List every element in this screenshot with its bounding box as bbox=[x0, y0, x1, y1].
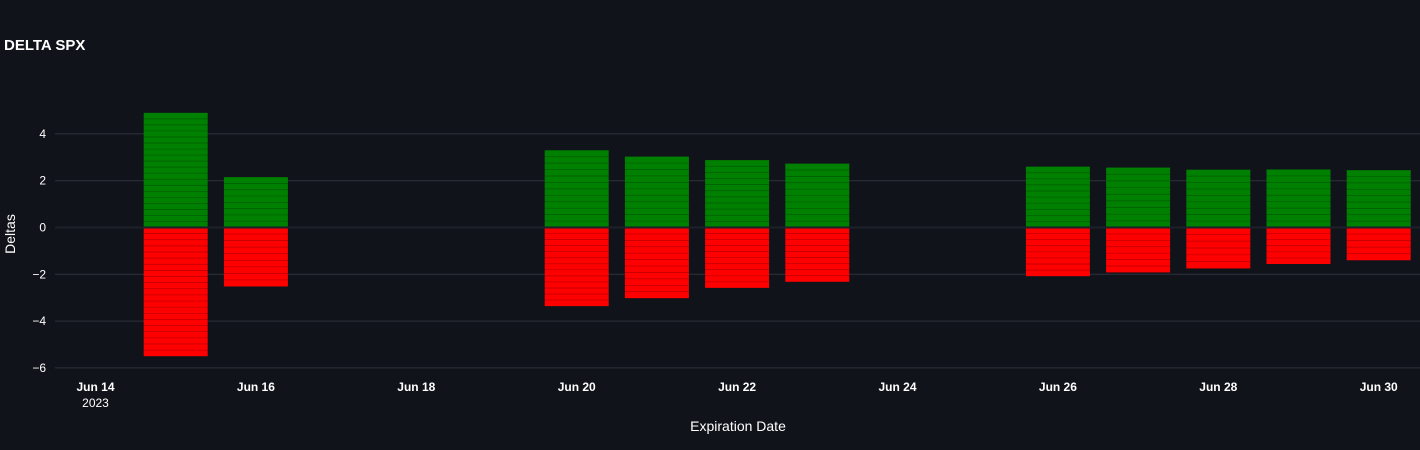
positive-delta-bar[interactable] bbox=[544, 150, 609, 228]
x-tick-label: Jun 14 bbox=[76, 380, 114, 394]
negative-delta-bar[interactable] bbox=[223, 227, 288, 287]
y-tick-label: 0 bbox=[39, 221, 46, 235]
bar-fill bbox=[544, 150, 609, 228]
y-axis-title: Deltas bbox=[2, 214, 18, 254]
negative-delta-bar[interactable] bbox=[705, 227, 770, 288]
bar-fill bbox=[544, 227, 609, 307]
bar-fill bbox=[223, 177, 288, 228]
bar-fill bbox=[624, 227, 689, 299]
y-tick-label: −2 bbox=[32, 267, 46, 281]
bar-fill bbox=[785, 163, 850, 228]
x-tick-label: Jun 28 bbox=[1199, 380, 1237, 394]
x-tick-label: Jun 20 bbox=[558, 380, 596, 394]
x-tick-label: Jun 26 bbox=[1039, 380, 1077, 394]
x-tick-year-label: 2023 bbox=[82, 396, 109, 410]
x-tick-label: Jun 30 bbox=[1360, 380, 1398, 394]
positive-delta-bar[interactable] bbox=[223, 177, 288, 228]
bar-fill bbox=[705, 227, 770, 288]
bar-fill bbox=[143, 227, 208, 357]
negative-delta-bar[interactable] bbox=[1106, 227, 1171, 273]
x-axis-title: Expiration Date bbox=[690, 418, 786, 434]
bar-fill bbox=[1106, 227, 1171, 273]
bar-fill bbox=[1186, 227, 1251, 269]
negative-delta-bar[interactable] bbox=[1025, 227, 1090, 277]
bar-fill bbox=[1025, 227, 1090, 277]
bar-fill bbox=[1025, 166, 1090, 228]
negative-delta-bar[interactable] bbox=[1266, 227, 1331, 265]
positive-delta-bar[interactable] bbox=[143, 112, 208, 228]
negative-delta-bar[interactable] bbox=[624, 227, 689, 299]
positive-delta-bar[interactable] bbox=[1186, 169, 1251, 228]
positive-delta-bar[interactable] bbox=[785, 163, 850, 228]
x-axis-ticks: Jun 14 2023 Jun 16 Jun 18 Jun 20 Jun 22 Jun 24… bbox=[76, 380, 1398, 410]
y-tick-label: −4 bbox=[32, 314, 46, 328]
bar-fill bbox=[223, 227, 288, 287]
x-tick-label: Jun 22 bbox=[718, 380, 756, 394]
positive-delta-bar[interactable] bbox=[705, 160, 770, 228]
positive-delta-bar[interactable] bbox=[1025, 166, 1090, 228]
positive-delta-bar[interactable] bbox=[1346, 170, 1411, 228]
chart-title: DELTA SPX bbox=[4, 37, 85, 54]
x-tick-label: Jun 16 bbox=[237, 380, 275, 394]
y-tick-label: 4 bbox=[39, 127, 46, 141]
x-tick-label: Jun 24 bbox=[878, 380, 916, 394]
positive-delta-bar[interactable] bbox=[624, 156, 689, 228]
bar-fill bbox=[1186, 169, 1251, 228]
bar-fill bbox=[143, 112, 208, 228]
y-tick-label: 2 bbox=[39, 174, 46, 188]
negative-delta-bar[interactable] bbox=[1346, 227, 1411, 261]
negative-delta-bar[interactable] bbox=[1186, 227, 1251, 269]
bar-fill bbox=[624, 156, 689, 228]
bar-fill bbox=[1346, 227, 1411, 261]
bar-fill bbox=[785, 227, 850, 282]
y-tick-label: −6 bbox=[32, 361, 46, 375]
bar-fill bbox=[1106, 167, 1171, 228]
x-tick-label: Jun 18 bbox=[397, 380, 435, 394]
bar-fill bbox=[1266, 227, 1331, 265]
negative-delta-bar[interactable] bbox=[143, 227, 208, 357]
y-axis-ticks: 4 2 0 −2 −4 −6 bbox=[32, 127, 46, 375]
bar-fill bbox=[1266, 169, 1331, 228]
bars[interactable] bbox=[143, 112, 1411, 357]
negative-delta-bar[interactable] bbox=[785, 227, 850, 282]
positive-delta-bar[interactable] bbox=[1106, 167, 1171, 228]
positive-delta-bar[interactable] bbox=[1266, 169, 1331, 228]
bar-fill bbox=[705, 160, 770, 228]
bar-fill bbox=[1346, 170, 1411, 228]
negative-delta-bar[interactable] bbox=[544, 227, 609, 307]
